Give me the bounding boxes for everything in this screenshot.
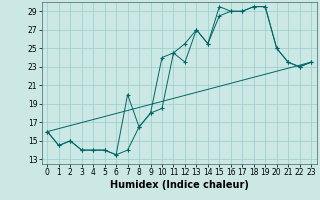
X-axis label: Humidex (Indice chaleur): Humidex (Indice chaleur) [110,180,249,190]
